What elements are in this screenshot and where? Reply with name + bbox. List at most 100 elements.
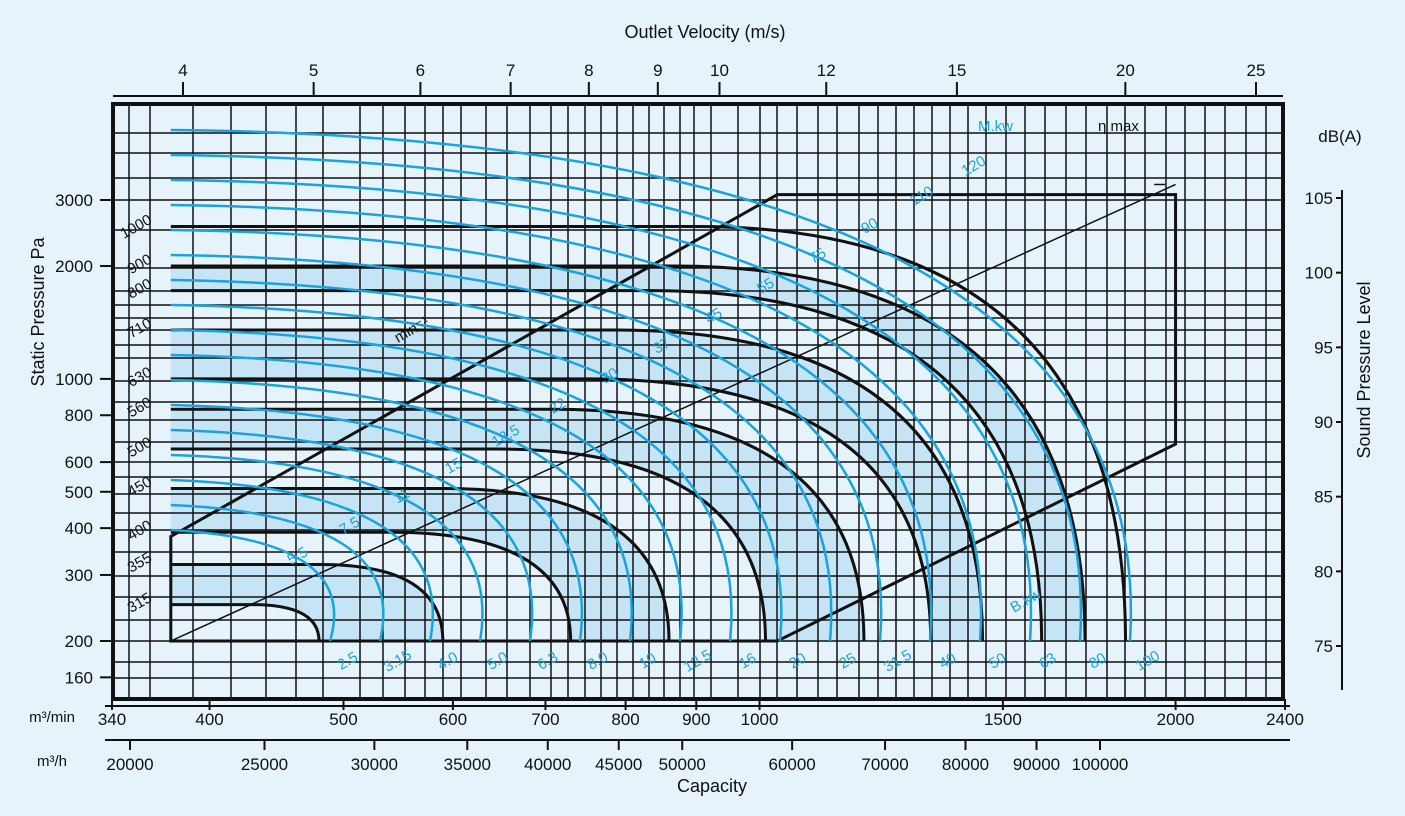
mkw-label: M.kw: [978, 118, 1013, 135]
velocity-tick-label: 7: [506, 61, 515, 80]
spl-tick-label: 90: [1314, 413, 1333, 432]
power-curve: [170, 278, 833, 642]
power-curve-label: 80: [1086, 650, 1109, 673]
velocity-tick-label: 4: [178, 61, 187, 80]
spl-tick-label: 95: [1314, 338, 1333, 357]
velocity-tick-label: 6: [416, 61, 425, 80]
m3min-tick-label: 900: [682, 710, 710, 729]
power-curve-label: 55: [754, 275, 777, 298]
pressure-tick-label: 500: [65, 483, 93, 502]
m3min-tick-label: 800: [611, 710, 639, 729]
velocity-tick-label: 8: [584, 61, 593, 80]
power-curve-label: 37: [650, 335, 673, 358]
velocity-axis-title: Outlet Velocity (m/s): [624, 22, 785, 42]
power-curve: [170, 528, 336, 642]
speed-curve: [170, 377, 933, 642]
m3h-tick-label: 50000: [659, 755, 706, 774]
pressure-tick-label: 160: [65, 668, 93, 687]
power-curve: [170, 428, 534, 642]
m3min-tick-label: 1000: [741, 710, 779, 729]
speed-curve: [170, 289, 1044, 642]
m3min-unit-label: m³/min: [29, 709, 75, 726]
power-curve: [170, 353, 683, 642]
power-curve-label: 75: [806, 245, 829, 268]
m3min-tick-label: 1500: [984, 710, 1022, 729]
pressure-tick-label: 300: [65, 566, 93, 585]
power-curve: [170, 228, 933, 642]
power-curve: [170, 178, 1033, 642]
speed-curve: [170, 264, 1087, 642]
power-curve-label: 30: [598, 365, 621, 388]
power-curve: [170, 203, 983, 642]
speed-curve: [170, 447, 767, 642]
velocity-tick-label: 12: [817, 61, 836, 80]
m3min-tick-label: 2400: [1266, 710, 1304, 729]
power-curve: [170, 253, 883, 642]
power-curve: [170, 378, 633, 642]
power-curve-label: 50: [986, 650, 1009, 673]
power-curve-label: 40: [936, 650, 959, 673]
power-curve-label: 15: [442, 455, 465, 478]
power-curve: [170, 478, 435, 642]
power-curve: [170, 128, 1133, 642]
velocity-tick-label: 10: [710, 61, 729, 80]
power-curve: [170, 153, 1083, 642]
power-curve: [170, 503, 385, 642]
spl-tick-label: 75: [1314, 637, 1333, 656]
power-curve-label: 45: [702, 305, 725, 328]
curves: [169, 128, 1178, 643]
power-curve: [170, 328, 733, 642]
m3h-tick-label: 45000: [595, 755, 642, 774]
velocity-tick-label: 5: [309, 61, 318, 80]
m3h-unit-label: m³/h: [37, 753, 67, 770]
power-curve-label: 90: [858, 215, 881, 238]
grid: [100, 82, 1343, 750]
m3h-tick-label: 90000: [1013, 755, 1060, 774]
speed-curve: [170, 603, 321, 642]
power-curve-label: 63: [1036, 650, 1059, 673]
power-band: [170, 409, 864, 641]
m3min-tick-label: 700: [531, 710, 559, 729]
pressure-tick-label: 600: [65, 453, 93, 472]
power-curve-label: 10: [636, 650, 659, 673]
m3h-tick-label: 25000: [241, 755, 288, 774]
pressure-tick-label: 400: [65, 519, 93, 538]
m3min-tick-label: 400: [195, 710, 223, 729]
m3min-tick-label: 2000: [1157, 710, 1195, 729]
power-curve-label: 20: [786, 650, 809, 673]
m3h-tick-label: 100000: [1072, 755, 1129, 774]
m3h-tick-label: 20000: [106, 755, 153, 774]
m3min-tick-label: 600: [439, 710, 467, 729]
m3h-tick-label: 80000: [942, 755, 989, 774]
spl-tick-label: 100: [1305, 264, 1333, 283]
power-curve-label: 22: [546, 395, 569, 418]
pressure-tick-label: 800: [65, 406, 93, 425]
power-curve-label: 25: [836, 650, 859, 673]
power-band: [170, 564, 443, 641]
velocity-tick-label: 25: [1247, 61, 1266, 80]
m3h-tick-label: 35000: [444, 755, 491, 774]
eta-max-label: η max: [1098, 118, 1139, 135]
speed-curve: [170, 224, 1128, 642]
m3h-tick-label: 30000: [351, 755, 398, 774]
operating-envelope: [169, 193, 1178, 643]
spl-tick-label: 105: [1305, 189, 1333, 208]
m3min-tick-label: 340: [98, 710, 126, 729]
velocity-tick-label: 15: [947, 61, 966, 80]
spl-unit-label: dB(A): [1318, 127, 1361, 146]
speed-curve: [170, 562, 445, 642]
velocity-tick-label: 20: [1116, 61, 1135, 80]
capacity-axis-title: Capacity: [677, 776, 747, 796]
power-curve: [170, 453, 484, 642]
power-curve: [170, 403, 584, 642]
m3min-tick-label: 500: [329, 710, 357, 729]
m3h-tick-label: 60000: [768, 755, 815, 774]
speed-curve: [170, 328, 985, 642]
spl-tick-label: 85: [1314, 488, 1333, 507]
power-curve-label: 16: [736, 650, 759, 673]
power-curve-label: 11: [391, 485, 413, 508]
pressure-tick-label: 200: [65, 632, 93, 651]
